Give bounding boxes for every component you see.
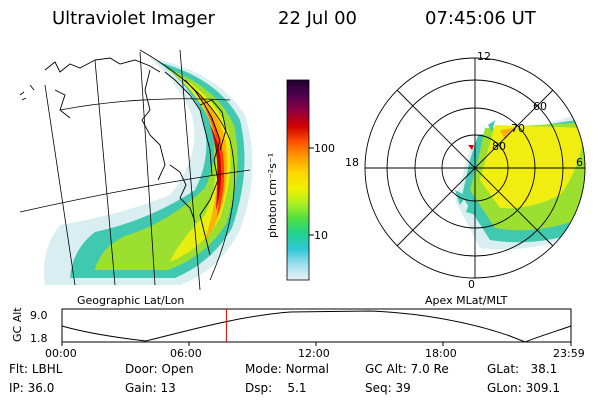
date-label: 22 Jul 00 [278, 8, 357, 29]
mlt-label-18: 18 [345, 156, 359, 169]
colorbar [286, 79, 310, 281]
polar-plot: 12 18 6 0 60 70 80 [345, 50, 586, 291]
timeline-xtick-1800: 18:00 [425, 347, 457, 360]
lat-label-70: 70 [511, 122, 525, 135]
timeline-frame [61, 308, 572, 343]
altitude-timeline: GC Alt 9.0 1.8 00:00 06:00 12:00 18:00 2… [11, 307, 585, 360]
colorbar-unit-label: photon cm⁻²s⁻¹ [266, 153, 279, 238]
polar-grid [364, 57, 586, 279]
mlt-label-0: 0 [468, 278, 475, 291]
timeline-ytick-9: 9.0 [30, 309, 48, 322]
info-ip-value: 36.0 [27, 381, 55, 395]
info-gcalt: GC Alt: 7.0 Re [365, 362, 449, 376]
info-ip-label: IP: [9, 381, 24, 395]
info-glon-label: GLon: [487, 381, 522, 395]
lat-label-60: 60 [533, 100, 547, 113]
info-door: Door: Open [125, 362, 194, 376]
timeline-xtick-2359: 23:59 [553, 347, 585, 360]
instrument-title: Ultraviolet Imager [52, 8, 215, 29]
info-door-label: Door: [125, 362, 158, 376]
info-gain-label: Gain: [125, 381, 157, 395]
timeline-xtick-0600: 06:00 [170, 347, 202, 360]
coastlines [19, 57, 227, 256]
info-glon-value: 309.1 [525, 381, 560, 395]
info-flt-value: LBHL [31, 362, 63, 376]
mlt-label-6: 6 [576, 156, 583, 169]
colorbar-label-100: 100 [314, 142, 335, 155]
info-seq: Seq: 39 [365, 381, 411, 395]
info-gcalt-label: GC Alt: [365, 362, 407, 376]
info-dsp-label: Dsp: [245, 381, 273, 395]
timeline-ylabel: GC Alt [11, 307, 24, 342]
info-glat-label: GLat: [487, 362, 520, 376]
altitude-curve [61, 310, 572, 343]
timeline-xtick-0000: 00:00 [45, 347, 77, 360]
info-dsp-value: 5.1 [287, 381, 307, 395]
info-door-value: Open [161, 362, 194, 376]
info-ip: IP: 36.0 [9, 381, 54, 395]
info-glat: GLat: 38.1 [487, 362, 557, 376]
colorbar-label-10: 10 [314, 229, 328, 242]
info-gcalt-value: 7.0 Re [410, 362, 449, 376]
info-gain: Gain: 13 [125, 381, 176, 395]
geo-grid [19, 49, 251, 290]
info-mode-value: Normal [285, 362, 329, 376]
geographic-map [19, 49, 253, 290]
time-label: 07:45:06 UT [425, 8, 536, 29]
mlt-label-12: 12 [477, 50, 491, 63]
info-mode-label: Mode: [245, 362, 282, 376]
timeline-ytick-1-8: 1.8 [30, 332, 48, 345]
info-gain-value: 13 [160, 381, 176, 395]
info-mode: Mode: Normal [245, 362, 329, 376]
info-glon: GLon: 309.1 [487, 381, 560, 395]
info-flt: Flt: LBHL [9, 362, 62, 376]
info-glat-value: 38.1 [530, 362, 558, 376]
info-dsp: Dsp: 5.1 [245, 381, 307, 395]
timeline-xtick-1200: 12:00 [298, 347, 330, 360]
polar-caption: Apex MLat/MLT [425, 294, 508, 307]
geo-caption: Geographic Lat/Lon [77, 294, 184, 307]
info-seq-value: 39 [395, 381, 411, 395]
lat-label-80: 80 [492, 140, 506, 153]
info-seq-label: Seq: [365, 381, 392, 395]
info-flt-label: Flt: [9, 362, 28, 376]
